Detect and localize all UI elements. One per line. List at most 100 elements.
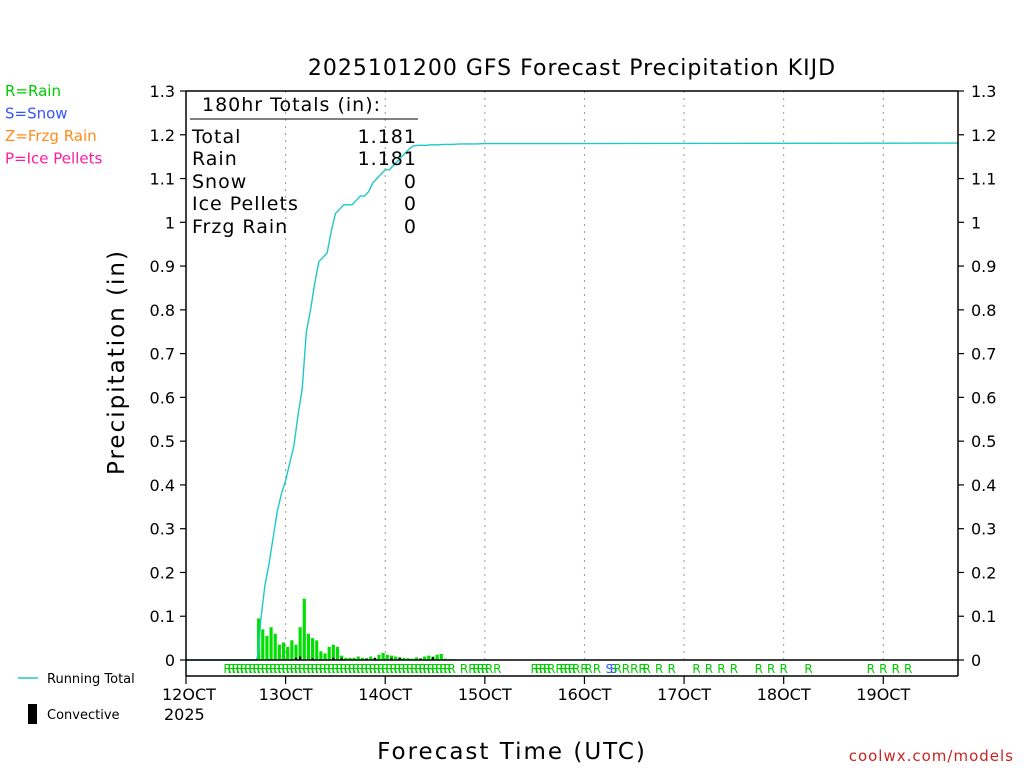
ptype-mark: R [290,662,298,676]
totals-value-rain: 1.181 [358,148,417,170]
ptype-mark: R [244,662,252,676]
ptype-mark: R [306,662,314,676]
ptype-mark: R [904,662,912,676]
totals-value-frzg-rain: 0 [404,216,417,238]
ptype-mark: R [389,662,397,676]
ptype-mark: R [319,662,327,676]
y-tick-label-left: 1.2 [150,126,175,145]
x-tick-label: 16OCT [557,685,611,704]
legend-type-entry: P=Ice Pellets [5,150,102,168]
precip-bar [277,644,281,660]
precip-bar [381,652,385,660]
ptype-mark: R [323,662,331,676]
ptype-mark: R [472,662,480,676]
ptype-mark: S [606,662,614,676]
chart-title: 2025101200 GFS Forecast Precipitation KI… [308,56,836,81]
ptype-mark: R [564,662,572,676]
ptype-mark: R [584,662,592,676]
precip-bar [394,656,398,660]
totals-heading: 180hr Totals (in): [202,94,381,116]
ptype-mark: R [273,662,281,676]
convective-bar [294,657,298,660]
y-tick-label-right: 0.1 [971,607,996,626]
ptype-mark: R [717,662,725,676]
y-axis-label: Precipitation (in) [104,249,130,475]
legend-series-label: Convective [47,708,120,723]
precip-bar [265,635,269,660]
ptype-mark: R [294,662,302,676]
precip-bar [369,656,373,660]
ptype-legend: R=Rain S=Snow Z=Frzg Rain P=Ice Pellets [5,82,102,168]
ptype-mark: R [892,662,900,676]
ptype-mark: R [435,662,443,676]
precip-bar [323,653,327,660]
ptype-mark: R [613,662,621,676]
ptype-mark: R [223,662,231,676]
precip-bar [348,657,352,660]
ptype-mark: R [443,662,451,676]
ptype-mark: R [535,662,543,676]
precip-bar [286,646,290,660]
precip-bar [389,655,394,660]
precip-bar [306,633,311,660]
ptype-mark: R [265,662,273,676]
y-tick-label-left: 0.3 [150,520,175,539]
ptype-mark: R [481,662,489,676]
y-tick-label-left: 0.5 [150,432,175,451]
ptype-mark: R [630,662,638,676]
ptype-mark: R [406,662,414,676]
ptype-mark: R [298,662,306,676]
x-year-label: 2025 [164,705,205,724]
ptype-mark: R [477,662,485,676]
axes [185,90,959,677]
ptype-mark: R [423,662,431,676]
totals-label-frzg-rain: Frzg Rain [192,216,288,238]
ptype-mark: R [705,662,713,676]
y-tick-label-right: 0.3 [971,520,996,539]
y-tick-label-right: 0 [971,651,981,670]
x-tick-label: 17OCT [657,685,711,704]
ptype-mark: R [468,662,476,676]
precip-bar [261,629,265,660]
ptype-mark: R [431,662,439,676]
y-tick-label-right: 0.6 [971,388,996,407]
precip-bar [273,633,277,660]
precip-bar [377,654,381,660]
ptype-mark: R [248,662,256,676]
precip-bar [315,640,319,660]
precip-bar [311,638,315,660]
y-tick-label-left: 0 [165,651,175,670]
ptype-mark: R [560,662,568,676]
y-tick-label-right: 0.8 [971,301,996,320]
x-tick-label: 15OCT [458,685,512,704]
y-tick-label-left: 1.3 [150,82,175,101]
totals-value-total: 1.181 [358,126,417,148]
ptype-mark: R [385,662,393,676]
totals-label-total: Total [191,126,241,148]
y-tick-label-left: 0.4 [150,476,175,495]
ptype-mark: R [310,662,318,676]
ptype-mark: R [269,662,277,676]
x-tick-label: 18OCT [757,685,811,704]
ptype-mark: R [398,662,406,676]
ptype-mark: R [373,662,381,676]
ptype-mark: R [460,662,468,676]
ptype-mark: R [555,662,563,676]
convective-bar [299,656,302,660]
credit-text: coolwx.com/models [849,747,1014,765]
precip-bar [435,654,439,660]
y-tick-label-left: 0.7 [150,345,175,364]
ptype-mark: R [344,662,352,676]
ptype-mark: R [547,662,555,676]
ptype-mark: R [302,662,310,676]
ptype-mark: R [692,662,700,676]
precip-bar [331,644,335,660]
ptype-mark: R [335,662,343,676]
ptype-mark: R [447,662,455,676]
ptype-mark: R [394,662,402,676]
ptype-mark: R [315,662,323,676]
ptype-mark: R [622,662,630,676]
x-axis-label: Forecast Time (UTC) [377,739,647,765]
ptype-mark: R [240,662,248,676]
